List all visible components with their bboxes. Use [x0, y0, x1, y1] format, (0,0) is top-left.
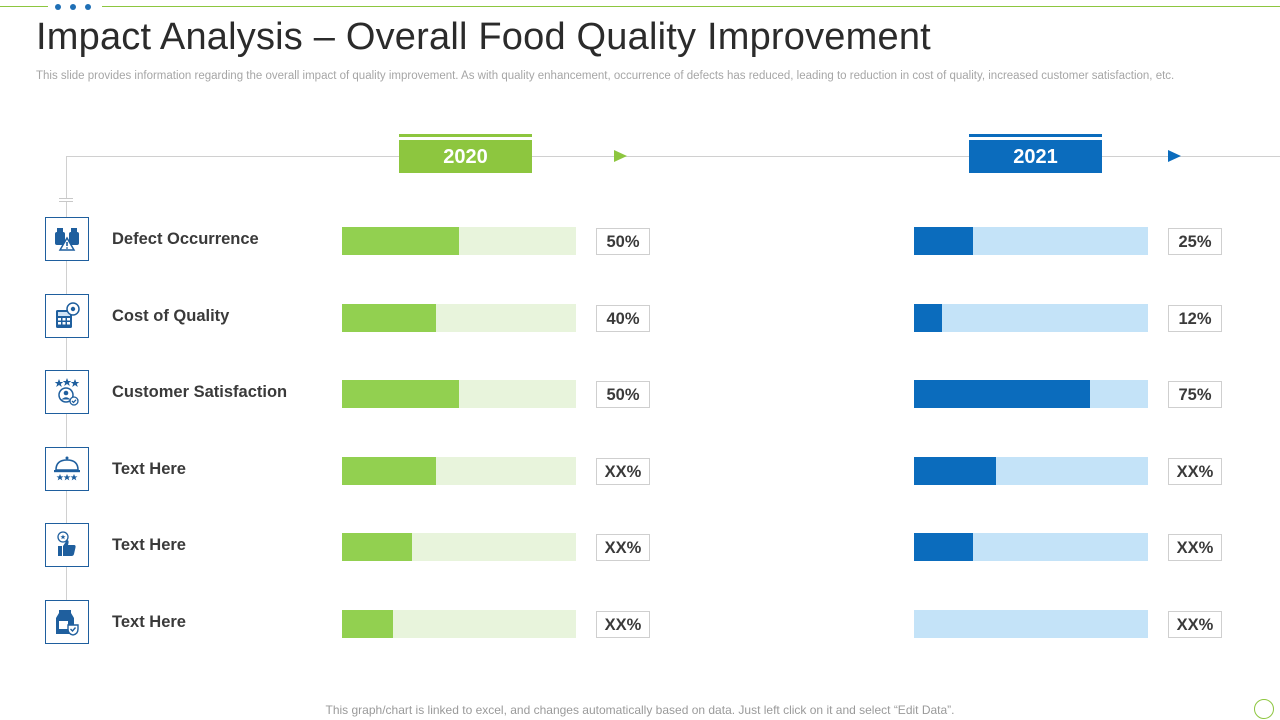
value-label-2020: XX% — [596, 534, 650, 562]
value-label-2021: 75% — [1168, 381, 1222, 409]
chart-row[interactable]: Cost of Quality 40% 12% — [0, 293, 1280, 354]
value-label-2021: XX% — [1168, 457, 1222, 485]
value-label-2020: XX% — [596, 611, 650, 638]
bar-track-2020[interactable] — [342, 456, 576, 485]
arrow-right-icon — [1168, 150, 1181, 162]
footer-text: This graph/chart is linked to excel, and… — [325, 703, 955, 717]
bar-2020[interactable] — [342, 380, 459, 409]
customer-satisfaction-icon — [45, 370, 89, 415]
bar-track-2021[interactable] — [914, 456, 1148, 485]
bar-track-2020[interactable] — [342, 380, 576, 409]
bar-2020[interactable] — [342, 227, 459, 255]
bar-2020[interactable] — [342, 610, 394, 638]
chart-row[interactable]: Text Here XX% XX% — [0, 523, 1280, 583]
bar-2021[interactable] — [914, 380, 1090, 409]
year-label-2021: 2021 — [969, 134, 1102, 173]
milk-carton-icon — [45, 600, 89, 644]
year-accent-2021 — [969, 134, 1102, 137]
decor-dot — [70, 4, 76, 10]
bar-track-2021[interactable] — [914, 610, 1148, 638]
bar-track-2020[interactable] — [342, 303, 576, 332]
bar-track-2020[interactable] — [342, 610, 576, 638]
cost-calculator-icon — [45, 293, 89, 338]
timeline-tick — [59, 198, 73, 202]
arrow-right-icon — [614, 150, 627, 162]
bar-2020[interactable] — [342, 456, 436, 485]
year-2020-text: 2020 — [443, 146, 488, 168]
top-accent-line — [0, 6, 1280, 7]
category-label: Defect Occurrence — [112, 230, 259, 248]
bar-2020[interactable] — [342, 533, 413, 562]
value-label-2021: XX% — [1168, 534, 1222, 562]
timeline-horizontal — [66, 156, 1280, 157]
category-label: Text Here — [112, 613, 186, 631]
chart-row[interactable]: Text Here XX% XX% — [0, 446, 1280, 507]
value-label-2020: XX% — [596, 457, 650, 485]
bar-2021[interactable] — [914, 533, 973, 562]
decor-dot — [85, 4, 91, 10]
bar-2020[interactable] — [342, 303, 436, 332]
value-label-2021: 12% — [1168, 304, 1222, 332]
value-label-2020: 40% — [596, 304, 650, 332]
bar-track-2021[interactable] — [914, 533, 1148, 562]
category-label: Customer Satisfaction — [112, 383, 288, 402]
page-title: Impact Analysis – Overall Food Quality I… — [36, 16, 931, 58]
bar-2021[interactable] — [914, 303, 943, 332]
bar-2021[interactable] — [914, 227, 973, 255]
bar-track-2021[interactable] — [914, 380, 1148, 409]
corner-circle-decoration — [1254, 699, 1274, 719]
bar-track-2021[interactable] — [914, 227, 1148, 255]
food-cloche-icon — [45, 446, 89, 491]
bar-track-2020[interactable] — [342, 533, 576, 562]
footer-note: This graph/chart is linked to excel, and… — [0, 703, 1280, 717]
page-subtitle: This slide provides information regardin… — [36, 70, 1175, 82]
chart-row[interactable]: Customer Satisfaction 50% 75% — [0, 370, 1280, 430]
bar-track-2020[interactable] — [342, 227, 576, 255]
value-label-2021: 25% — [1168, 228, 1222, 255]
category-label: Text Here — [112, 536, 186, 555]
chart-row[interactable]: Text Here XX% XX% — [0, 600, 1280, 660]
year-accent-2020 — [399, 134, 532, 137]
chart-row[interactable]: Defect Occurrence 50% 25% — [0, 217, 1280, 277]
category-label: Cost of Quality — [112, 306, 230, 325]
value-label-2020: 50% — [596, 228, 650, 255]
category-label: Text Here — [112, 459, 186, 478]
bar-track-2021[interactable] — [914, 303, 1148, 332]
decor-dot — [55, 4, 61, 10]
value-label-2020: 50% — [596, 381, 650, 409]
year-2021-text: 2021 — [1013, 146, 1058, 168]
year-label-2020: 2020 — [399, 134, 532, 173]
thumbs-up-icon — [45, 523, 89, 568]
bar-2021[interactable] — [914, 456, 996, 485]
value-label-2021: XX% — [1168, 611, 1222, 638]
defect-occurrence-icon — [45, 217, 89, 261]
